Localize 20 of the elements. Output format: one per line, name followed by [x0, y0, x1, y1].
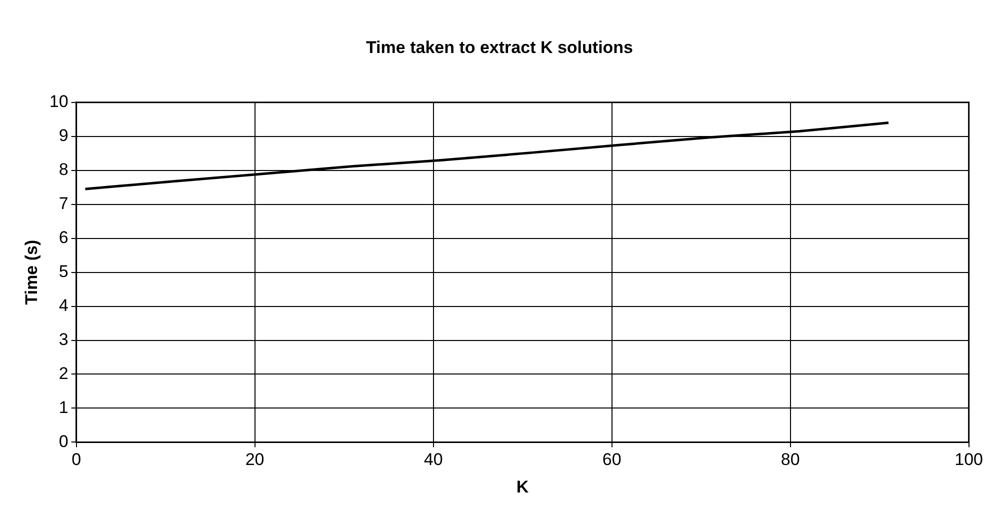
x-tick-label: 0 [72, 450, 82, 470]
y-tick-label: 8 [58, 160, 68, 180]
x-tick-label: 60 [602, 450, 622, 470]
y-tick-label: 5 [58, 262, 68, 281]
y-tick-label: 3 [58, 330, 68, 349]
x-tick-label: 100 [954, 450, 984, 470]
x-tick-label: 40 [424, 450, 443, 470]
y-tick-label: 10 [49, 92, 68, 112]
y-tick-label: 0 [58, 432, 68, 451]
y-tick-label: 6 [58, 228, 68, 248]
y-tick-label: 1 [58, 398, 68, 417]
x-tick-label: 20 [245, 450, 264, 470]
y-tick-label: 7 [58, 194, 68, 214]
y-tick-label: 4 [58, 296, 68, 315]
y-tick-label: 2 [58, 364, 68, 383]
chart-title: Time taken to extract K solutions [366, 38, 634, 57]
x-axis-title: K [516, 477, 530, 496]
y-tick-label: 9 [58, 126, 68, 146]
x-tick-label: 80 [780, 450, 800, 470]
y-axis-title: Time (s) [22, 240, 41, 305]
